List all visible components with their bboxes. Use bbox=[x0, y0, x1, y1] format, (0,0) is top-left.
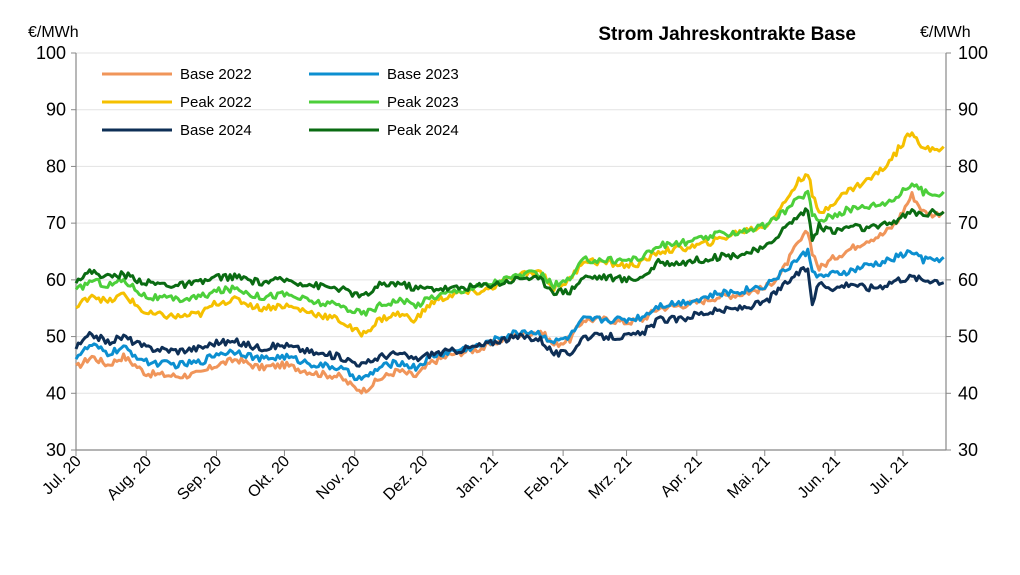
y-tick-label-right: 30 bbox=[958, 440, 978, 460]
x-tick-label: Nov. 20 bbox=[313, 453, 363, 503]
y-tick-label-left: 60 bbox=[46, 270, 66, 290]
x-tick-label: Dez. 20 bbox=[380, 453, 431, 504]
legend-label: Peak 2022 bbox=[180, 94, 252, 111]
x-tick-label: Aug. 20 bbox=[104, 453, 155, 504]
y-tick-label-right: 90 bbox=[958, 100, 978, 120]
y-tick-label-right: 100 bbox=[958, 43, 988, 63]
series-lines bbox=[74, 131, 945, 395]
x-tick-label: Apr. 21 bbox=[658, 453, 706, 501]
y-tick-label-left: 40 bbox=[46, 383, 66, 403]
chart-title: Strom Jahreskontrakte Base bbox=[598, 24, 856, 45]
x-tick-label: Mrz. 21 bbox=[586, 453, 636, 503]
x-tick-label: Okt. 20 bbox=[245, 453, 294, 502]
legend-label: Base 2024 bbox=[180, 122, 252, 139]
series-line-base-2024 bbox=[74, 266, 945, 368]
legend-label: Base 2022 bbox=[180, 66, 252, 83]
y-tick-label-left: 70 bbox=[46, 213, 66, 233]
y-tick-label-left: 90 bbox=[46, 100, 66, 120]
y-tick-label-right: 70 bbox=[958, 213, 978, 233]
y-tick-label-left: 100 bbox=[36, 43, 66, 63]
y-tick-label-right: 50 bbox=[958, 327, 978, 347]
y-tick-label-left: 50 bbox=[46, 327, 66, 347]
x-tick-label: Sep. 20 bbox=[174, 453, 225, 504]
legend-label: Peak 2024 bbox=[387, 122, 459, 139]
y-tick-label-left: 80 bbox=[46, 156, 66, 176]
x-tick-label: Mai. 21 bbox=[724, 453, 773, 502]
series-line-base-2023 bbox=[74, 247, 945, 382]
y-tick-label-right: 60 bbox=[958, 270, 978, 290]
x-tick-label: Jun. 21 bbox=[795, 453, 844, 502]
y-tick-label-left: 30 bbox=[46, 440, 66, 460]
x-tick-label: Jan. 21 bbox=[453, 453, 502, 502]
x-tick-label: Jul. 21 bbox=[866, 453, 911, 498]
y-axis-unit-right: €/MWh bbox=[920, 24, 971, 41]
legend: Base 2022 Base 2023 Peak 2022 Peak 2023 Base… bbox=[102, 66, 459, 139]
x-tick-label: Feb. 21 bbox=[522, 453, 572, 503]
y-axis-unit-left: €/MWh bbox=[28, 24, 79, 41]
series-line-peak-2023 bbox=[74, 182, 945, 317]
legend-label: Base 2023 bbox=[387, 66, 459, 83]
y-tick-label-right: 40 bbox=[958, 383, 978, 403]
legend-label: Peak 2023 bbox=[387, 94, 459, 111]
y-tick-label-right: 80 bbox=[958, 156, 978, 176]
series-line-peak-2024 bbox=[74, 207, 945, 299]
